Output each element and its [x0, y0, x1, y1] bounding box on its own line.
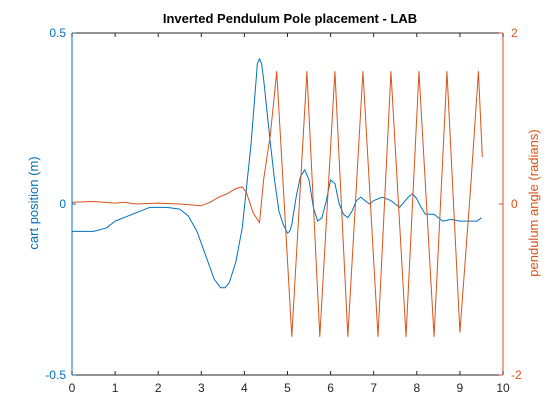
x-tick-label: 0	[69, 381, 76, 395]
right-y-tick-label: -2	[511, 368, 522, 382]
pendulum-angle-line	[72, 70, 483, 338]
x-tick-label: 1	[112, 381, 119, 395]
x-axis: 0 1 2 3 4 5 6 7 8 9 10	[69, 33, 510, 395]
left-y-axis: 0.5 0 -0.5	[45, 26, 76, 382]
x-tick-label: 2	[155, 381, 162, 395]
x-tick-label: 7	[370, 381, 377, 395]
cart-position-line	[72, 58, 482, 289]
right-y-axis: 2 0 -2	[499, 26, 522, 382]
chart-title: Inverted Pendulum Pole placement - LAB	[163, 11, 417, 26]
left-y-tick-label: 0.5	[49, 26, 66, 40]
right-y-tick-label: 0	[511, 197, 518, 211]
right-y-tick-label: 2	[511, 26, 518, 40]
left-y-tick-label: 0	[59, 197, 66, 211]
x-tick-label: 5	[284, 381, 291, 395]
left-y-axis-label: cart position (m)	[26, 156, 41, 249]
x-tick-label: 6	[327, 381, 334, 395]
cart-position-series	[72, 58, 482, 289]
right-y-axis-label: pendulum angle (radians)	[526, 129, 541, 276]
x-tick-label: 4	[241, 381, 248, 395]
x-tick-label: 3	[198, 381, 205, 395]
left-y-tick-label: -0.5	[45, 368, 66, 382]
pendulum-angle-series	[72, 70, 483, 338]
x-tick-label: 10	[496, 381, 510, 395]
x-tick-label: 8	[413, 381, 420, 395]
x-tick-label: 9	[457, 381, 464, 395]
